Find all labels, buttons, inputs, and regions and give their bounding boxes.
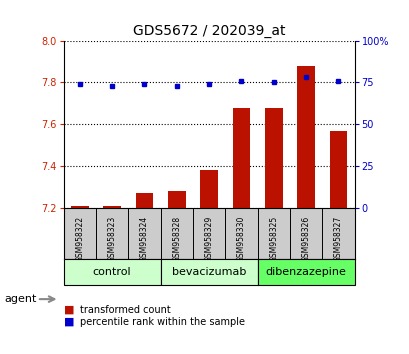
Text: GSM958326: GSM958326	[301, 216, 310, 262]
Bar	[232, 108, 250, 208]
Bar	[264, 108, 282, 208]
Bar	[167, 191, 185, 208]
Text: dibenzazepine: dibenzazepine	[265, 267, 346, 277]
Bar	[257, 259, 354, 285]
Text: percentile rank within the sample: percentile rank within the sample	[80, 317, 244, 327]
Text: ■: ■	[63, 305, 77, 315]
Bar	[135, 193, 153, 208]
Text: GSM958328: GSM958328	[172, 216, 181, 262]
Bar	[71, 206, 88, 208]
Text: GSM958323: GSM958323	[107, 216, 116, 262]
Text: bevacizumab: bevacizumab	[171, 267, 246, 277]
Bar	[297, 66, 314, 208]
Bar	[200, 170, 218, 208]
Text: control: control	[92, 267, 131, 277]
Text: GSM958325: GSM958325	[269, 216, 278, 262]
Title: GDS5672 / 202039_at: GDS5672 / 202039_at	[133, 24, 285, 38]
Text: agent: agent	[4, 294, 36, 304]
Text: GSM958329: GSM958329	[204, 216, 213, 262]
Text: GSM958324: GSM958324	[139, 216, 148, 262]
Text: transformed count: transformed count	[80, 305, 170, 315]
Text: GSM958330: GSM958330	[236, 216, 245, 262]
Text: ■: ■	[63, 317, 77, 327]
Bar	[63, 259, 160, 285]
Text: GSM958327: GSM958327	[333, 216, 342, 262]
Bar	[329, 131, 346, 208]
Bar	[103, 206, 121, 208]
Bar	[160, 259, 257, 285]
Text: GSM958322: GSM958322	[75, 216, 84, 262]
